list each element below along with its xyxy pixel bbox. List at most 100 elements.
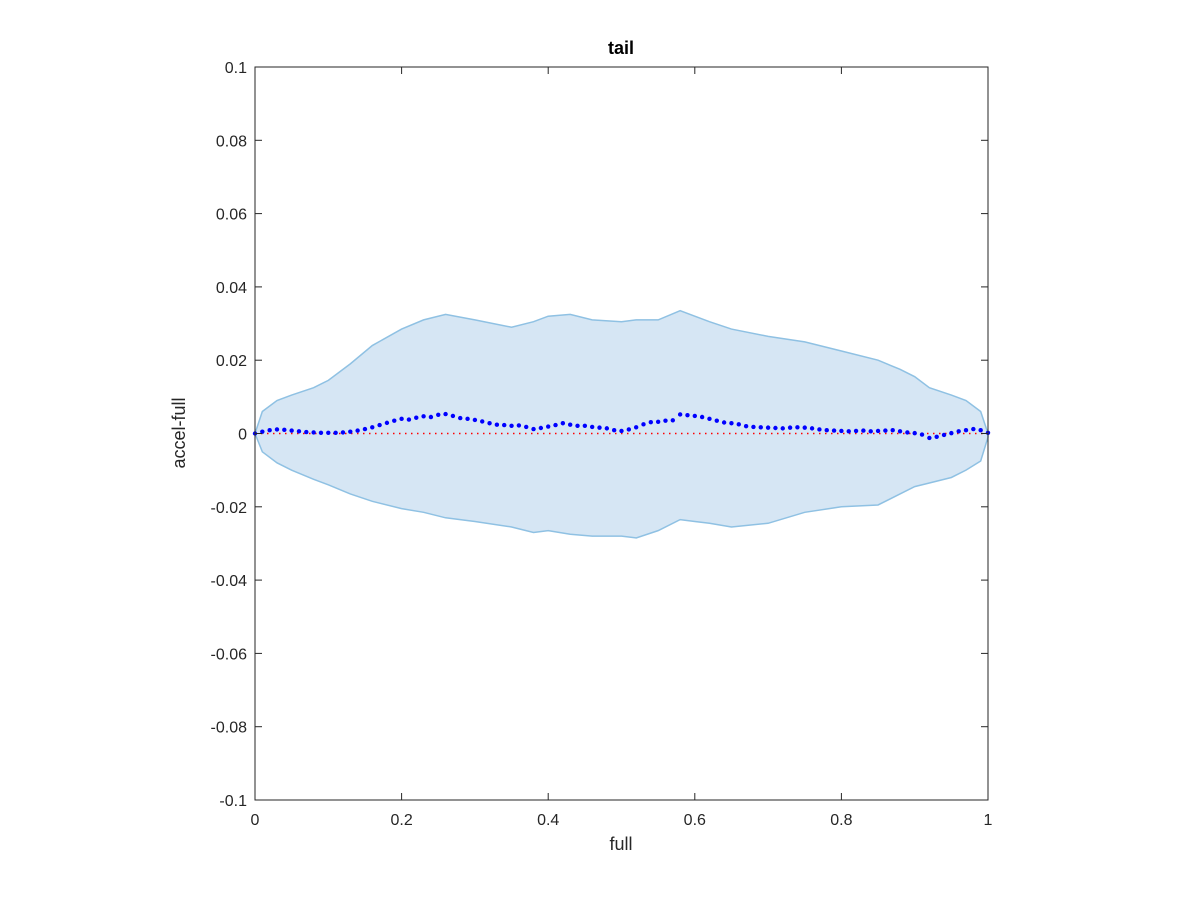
data-point <box>809 426 815 431</box>
data-point <box>905 430 910 435</box>
data-point <box>267 428 272 433</box>
data-point <box>677 412 683 417</box>
data-point <box>333 430 338 435</box>
data-point <box>949 430 954 436</box>
data-point <box>509 423 514 429</box>
data-point <box>494 422 500 427</box>
x-tick-label: 0.6 <box>684 812 706 829</box>
data-point <box>282 427 287 433</box>
data-point <box>685 412 690 418</box>
data-point <box>736 422 741 427</box>
y-tick-label: -0.04 <box>211 573 248 590</box>
data-point <box>289 428 294 433</box>
data-point <box>524 424 529 430</box>
data-point <box>787 425 793 430</box>
data-point <box>663 418 668 423</box>
data-point <box>963 428 969 433</box>
data-point <box>641 422 646 427</box>
x-tick-label: 1 <box>984 812 993 829</box>
data-point <box>465 416 470 422</box>
data-point <box>296 429 302 434</box>
x-tick-label: 0.2 <box>390 812 412 829</box>
data-point <box>480 419 485 424</box>
y-tick-label: 0 <box>238 427 247 444</box>
data-point <box>927 435 932 441</box>
y-tick-label: 0.02 <box>216 353 247 370</box>
data-point <box>443 411 448 417</box>
data-point <box>626 427 632 432</box>
data-point <box>560 421 566 426</box>
data-point <box>729 421 734 426</box>
data-point <box>824 428 829 433</box>
x-axis-label: full <box>609 834 632 854</box>
data-point <box>531 426 536 432</box>
data-point <box>699 414 705 420</box>
x-tick-label: 0.8 <box>830 812 852 829</box>
data-point <box>546 424 551 429</box>
data-point <box>399 416 404 422</box>
data-point <box>721 420 727 425</box>
y-tick-label: 0.04 <box>216 280 247 297</box>
data-point <box>934 434 939 439</box>
data-point <box>714 418 719 423</box>
data-point <box>311 430 316 435</box>
data-point <box>348 429 353 434</box>
data-point <box>648 419 654 425</box>
data-point <box>707 416 712 422</box>
data-point <box>260 429 265 434</box>
data-point <box>567 422 573 427</box>
data-point <box>516 423 522 428</box>
data-point <box>861 428 866 433</box>
data-point <box>883 428 888 433</box>
y-tick-label: 0.08 <box>216 133 247 150</box>
data-point <box>978 428 983 433</box>
y-axis-label: accel-full <box>169 397 189 468</box>
x-tick-label: 0.4 <box>537 812 559 829</box>
chart-title: tail <box>608 38 634 58</box>
y-tick-label: -0.02 <box>211 500 248 517</box>
data-point <box>773 425 778 431</box>
y-tick-label: 0.06 <box>216 207 247 224</box>
data-point <box>751 424 756 430</box>
data-point <box>458 415 463 421</box>
data-point <box>502 422 507 428</box>
data-point <box>868 429 873 434</box>
data-point <box>633 425 639 430</box>
data-point <box>919 432 925 437</box>
data-point <box>392 418 397 423</box>
data-point <box>846 429 851 434</box>
data-point <box>538 425 544 431</box>
data-point <box>912 430 917 436</box>
data-point <box>553 422 558 428</box>
data-point <box>472 417 478 423</box>
data-point <box>304 429 309 435</box>
data-point <box>817 427 822 432</box>
y-tick-label: -0.1 <box>219 793 247 810</box>
data-point <box>436 412 441 418</box>
data-point <box>941 432 947 438</box>
x-axis: 0 0.2 0.4 0.6 0.8 1 <box>251 67 993 829</box>
data-point <box>890 428 895 433</box>
data-point <box>743 423 749 429</box>
data-point <box>428 414 434 420</box>
data-point <box>692 413 697 419</box>
data-point <box>421 414 426 419</box>
data-point <box>384 420 390 426</box>
data-point <box>897 429 903 434</box>
data-point <box>362 426 368 432</box>
data-point <box>355 428 360 433</box>
data-point <box>765 425 771 430</box>
y-tick-label: -0.08 <box>211 720 248 737</box>
data-point <box>795 425 800 430</box>
data-point <box>853 428 859 434</box>
data-point <box>274 427 280 432</box>
data-point <box>875 428 881 434</box>
data-point <box>582 423 588 429</box>
data-point <box>604 426 610 431</box>
points-layer <box>252 411 991 441</box>
data-point <box>414 415 419 420</box>
data-point <box>831 428 837 433</box>
data-point <box>780 426 785 431</box>
data-point <box>575 423 580 429</box>
